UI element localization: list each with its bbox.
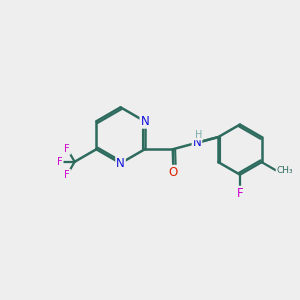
- Text: N: N: [193, 136, 201, 149]
- Text: F: F: [237, 187, 243, 200]
- Text: F: F: [57, 157, 63, 167]
- Text: F: F: [64, 169, 70, 179]
- Text: H: H: [195, 130, 202, 140]
- Text: N: N: [140, 115, 149, 128]
- Text: N: N: [116, 157, 125, 170]
- Text: F: F: [64, 144, 70, 154]
- Text: O: O: [169, 166, 178, 179]
- Text: CH₃: CH₃: [276, 166, 293, 175]
